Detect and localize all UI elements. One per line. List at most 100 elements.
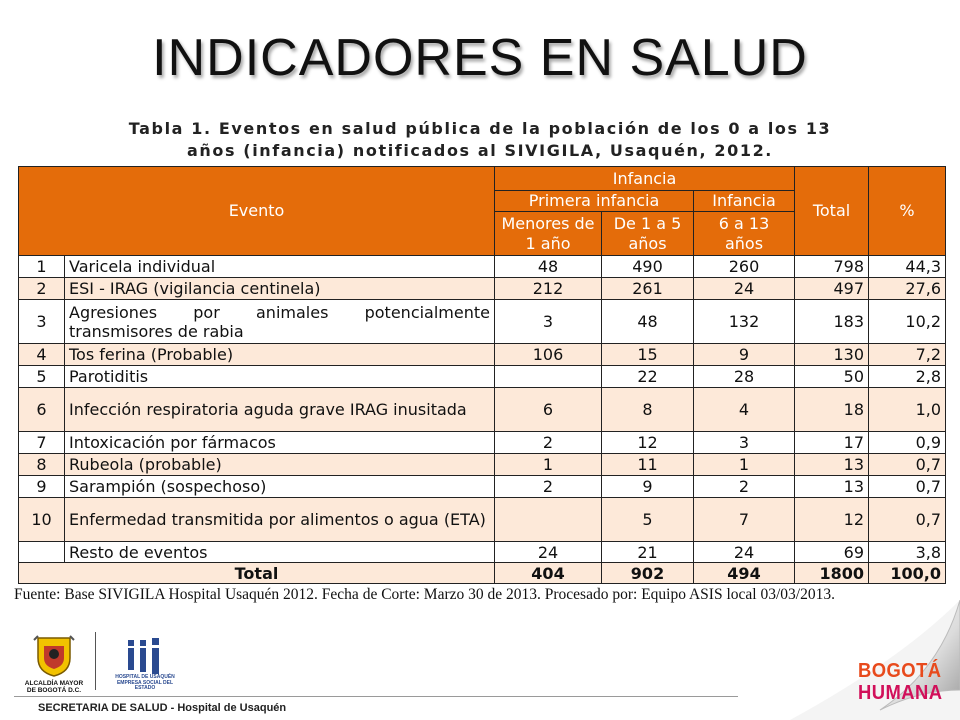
- total-6-a-13: 494: [692, 562, 796, 584]
- cell-6-a-13: 1: [692, 453, 796, 476]
- bogota-humana-logo-line-1: BOGOTÁ: [858, 660, 942, 682]
- cell-pct: 3,8: [868, 541, 947, 563]
- cell-6-a-13: 24: [692, 277, 796, 300]
- cell-pct: 0,7: [868, 475, 947, 498]
- cell-menores-1: 2: [494, 475, 602, 498]
- cell-menores-1: 3: [494, 299, 602, 344]
- cell-total: 798: [794, 255, 870, 278]
- cell-menores-1: 6: [494, 387, 602, 432]
- cell-menores-1: 48: [494, 255, 602, 278]
- caption-line-2: años (infancia) notificados al SIVIGILA,…: [187, 141, 773, 160]
- header-primera-infancia: Primera infancia: [494, 190, 694, 212]
- table-row: 10 Enfermedad transmitida por alimentos …: [18, 497, 947, 542]
- cell-1-a-5: 15: [601, 343, 694, 366]
- cell-total: 17: [794, 431, 870, 454]
- cell-1-a-5: 5: [601, 497, 694, 542]
- caption-line-1: Tabla 1. Eventos en salud pública de la …: [128, 119, 832, 138]
- hospital-caption: HOSPITAL DE USAQUÉN EMPRESA SOCIAL DEL E…: [110, 674, 180, 692]
- row-number: 1: [18, 255, 65, 278]
- cell-pct: 0,9: [868, 431, 947, 454]
- table-row: Resto de eventos 24 21 24 69 3,8: [18, 541, 947, 563]
- cell-menores-1: 2: [494, 431, 602, 454]
- cell-1-a-5: 11: [601, 453, 694, 476]
- header-1-a-5: De 1 a 5 años: [601, 211, 694, 256]
- header-6-a-13: 6 a 13 años: [692, 211, 796, 256]
- row-number: 3: [18, 299, 65, 344]
- table-row: 8 Rubeola (probable) 1 11 1 13 0,7: [18, 453, 947, 476]
- cell-total: 183: [794, 299, 870, 344]
- cell-6-a-13: 7: [692, 497, 796, 542]
- cell-pct: 0,7: [868, 453, 947, 476]
- cell-6-a-13: 260: [692, 255, 796, 278]
- cell-menores-1: 106: [494, 343, 602, 366]
- header-menores-1: Menores de 1 año: [494, 211, 602, 256]
- source-note: Fuente: Base SIVIGILA Hospital Usaquén 2…: [14, 586, 835, 603]
- cell-6-a-13: 4: [692, 387, 796, 432]
- table-row: 5 Parotiditis 22 28 50 2,8: [18, 365, 947, 388]
- cell-1-a-5: 261: [601, 277, 694, 300]
- row-evento: Rubeola (probable): [64, 453, 495, 476]
- header-pct: %: [868, 166, 947, 256]
- cell-6-a-13: 2: [692, 475, 796, 498]
- events-table: Evento Infancia Total % Primera infancia…: [18, 166, 947, 584]
- alcaldia-caption-2: DE BOGOTÁ D.C.: [26, 687, 82, 694]
- table-row: 2 ESI - IRAG (vigilancia centinela) 212 …: [18, 277, 947, 300]
- row-evento: Enfermedad transmitida por alimentos o a…: [64, 497, 495, 542]
- cell-6-a-13: 24: [692, 541, 796, 563]
- footer-divider: [14, 696, 738, 697]
- cell-1-a-5: 9: [601, 475, 694, 498]
- cell-total: 18: [794, 387, 870, 432]
- bogota-coat-of-arms-icon: [33, 635, 75, 677]
- cell-total: 13: [794, 453, 870, 476]
- table-caption: Tabla 1. Eventos en salud pública de la …: [100, 118, 860, 162]
- header-evento: Evento: [18, 166, 495, 256]
- total-total: 1800: [794, 562, 870, 584]
- hospital-caption-2: EMPRESA SOCIAL DEL ESTADO: [116, 679, 174, 692]
- cell-pct: 10,2: [868, 299, 947, 344]
- bogota-humana-logo-line-2: HUMANA: [858, 682, 943, 704]
- table-row: 1 Varicela individual 48 490 260 798 44,…: [18, 255, 947, 278]
- logo-divider: [95, 632, 96, 690]
- cell-pct: 2,8: [868, 365, 947, 388]
- total-label: Total: [18, 562, 495, 584]
- row-number: 9: [18, 475, 65, 498]
- row-evento: Sarampión (sospechoso): [64, 475, 495, 498]
- cell-total: 130: [794, 343, 870, 366]
- table-row: 6 Infección respiratoria aguda grave IRA…: [18, 387, 947, 432]
- row-evento: ESI - IRAG (vigilancia centinela): [64, 277, 495, 300]
- cell-menores-1: [494, 365, 602, 388]
- row-number: 8: [18, 453, 65, 476]
- cell-1-a-5: 48: [601, 299, 694, 344]
- cell-1-a-5: 21: [601, 541, 694, 563]
- header-infancia-sub: Infancia: [692, 190, 796, 212]
- row-number: 6: [18, 387, 65, 432]
- hospital-caption-1: HOSPITAL DE USAQUÉN: [115, 674, 175, 680]
- cell-6-a-13: 28: [692, 365, 796, 388]
- cell-total: 69: [794, 541, 870, 563]
- alcaldia-caption-1: ALCALDÍA MAYOR: [24, 680, 84, 687]
- table-row: 3 Agresiones por animales potencialmente…: [18, 299, 947, 344]
- cell-total: 497: [794, 277, 870, 300]
- cell-menores-1: 212: [494, 277, 602, 300]
- footer-text: SECRETARIA DE SALUD - Hospital de Usaqué…: [38, 702, 287, 714]
- cell-pct: 44,3: [868, 255, 947, 278]
- cell-menores-1: [494, 497, 602, 542]
- total-row: Total 404 902 494 1800 100,0: [18, 562, 947, 584]
- row-evento: Parotiditis: [64, 365, 495, 388]
- cell-total: 12: [794, 497, 870, 542]
- total-1-a-5: 902: [601, 562, 694, 584]
- header-total: Total: [794, 166, 870, 256]
- cell-6-a-13: 132: [692, 299, 796, 344]
- alcaldia-caption: ALCALDÍA MAYOR DE BOGOTÁ D.C.: [14, 680, 94, 694]
- cell-pct: 7,2: [868, 343, 947, 366]
- cell-6-a-13: 3: [692, 431, 796, 454]
- row-evento: Infección respiratoria aguda grave IRAG …: [64, 387, 495, 432]
- cell-1-a-5: 490: [601, 255, 694, 278]
- cell-menores-1: 1: [494, 453, 602, 476]
- cell-6-a-13: 9: [692, 343, 796, 366]
- page-curl-icon: [790, 600, 960, 720]
- row-number: 4: [18, 343, 65, 366]
- header-infancia-group: Infancia: [493, 166, 796, 191]
- total-pct: 100,0: [868, 562, 947, 584]
- cell-pct: 27,6: [868, 277, 947, 300]
